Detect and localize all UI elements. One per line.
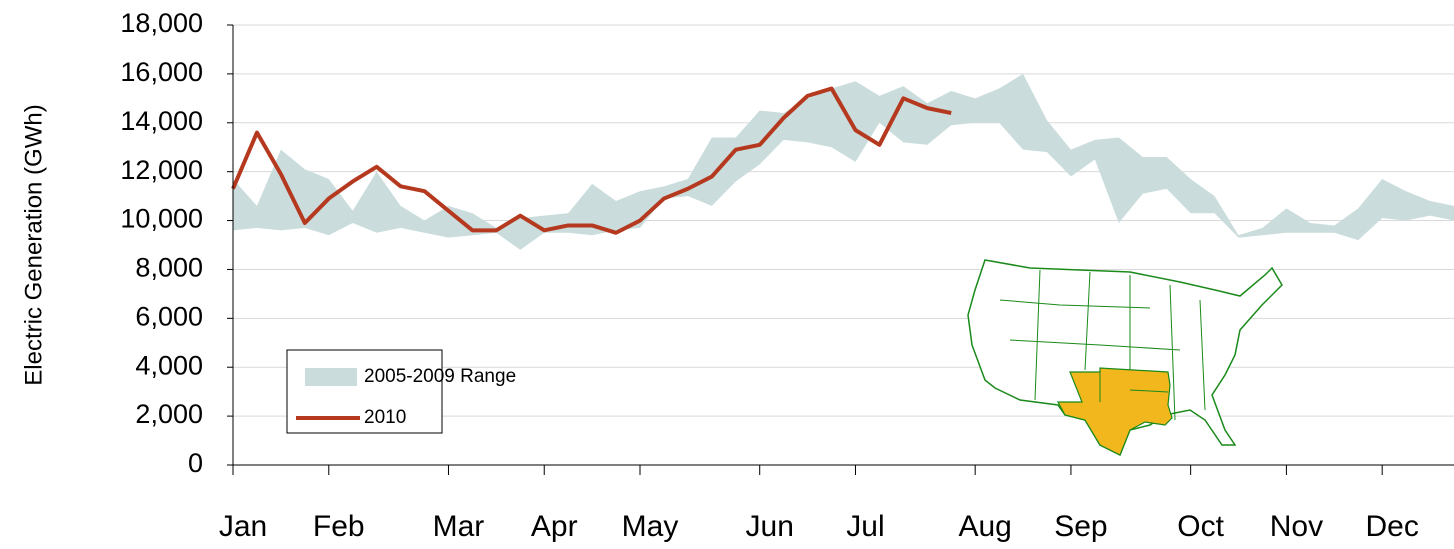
plot: 0 2,000 4,000 6,000 8,000 10,000 12,000 14,000 1… (120, 8, 1454, 543)
legend-label: 2005-2009 Range (364, 366, 516, 387)
legend: 2005-2009 Range 2010 (296, 366, 516, 428)
map (967, 259, 1283, 457)
y-tick-label: 2,000 (135, 399, 203, 429)
line-2010 (231, 86, 952, 235)
y-tick-label: 4,000 (135, 350, 203, 380)
x-tick-label: Feb (313, 510, 365, 543)
legend-swatch (305, 368, 357, 386)
highlight-region (1056, 367, 1173, 456)
y-tick-label: 6,000 (135, 301, 203, 331)
x-tick-label: Jul (846, 510, 884, 543)
y-tick-label: 14,000 (120, 106, 203, 136)
x-tick-label: Jun (746, 510, 794, 543)
y-axis-title: Electric Generation (GWh) (20, 104, 47, 385)
y-tick-label: 18,000 (120, 8, 203, 38)
y-tick-label: 0 (188, 448, 203, 478)
x-tick-label: Sep (1054, 510, 1107, 543)
us-outline (967, 259, 1283, 457)
x-tick-label: Nov (1270, 510, 1323, 543)
x-tick-label: Jan (219, 510, 267, 543)
y-tick-label: 12,000 (120, 155, 203, 185)
x-tick-label: Oct (1177, 510, 1224, 543)
x-tick-label: Mar (433, 510, 485, 543)
x-tick-label: May (622, 510, 679, 543)
y-tick-label: 16,000 (120, 57, 203, 87)
state-borders (999, 269, 1206, 421)
y-tick-label: 8,000 (135, 253, 203, 283)
x-tick-label: Apr (531, 510, 578, 543)
y-tick-label: 10,000 (120, 204, 203, 234)
range-band (233, 73, 1454, 250)
x-tick-label: Dec (1365, 510, 1418, 543)
legend-label: 2010 (364, 407, 406, 428)
x-tick-label: Aug (958, 510, 1011, 543)
